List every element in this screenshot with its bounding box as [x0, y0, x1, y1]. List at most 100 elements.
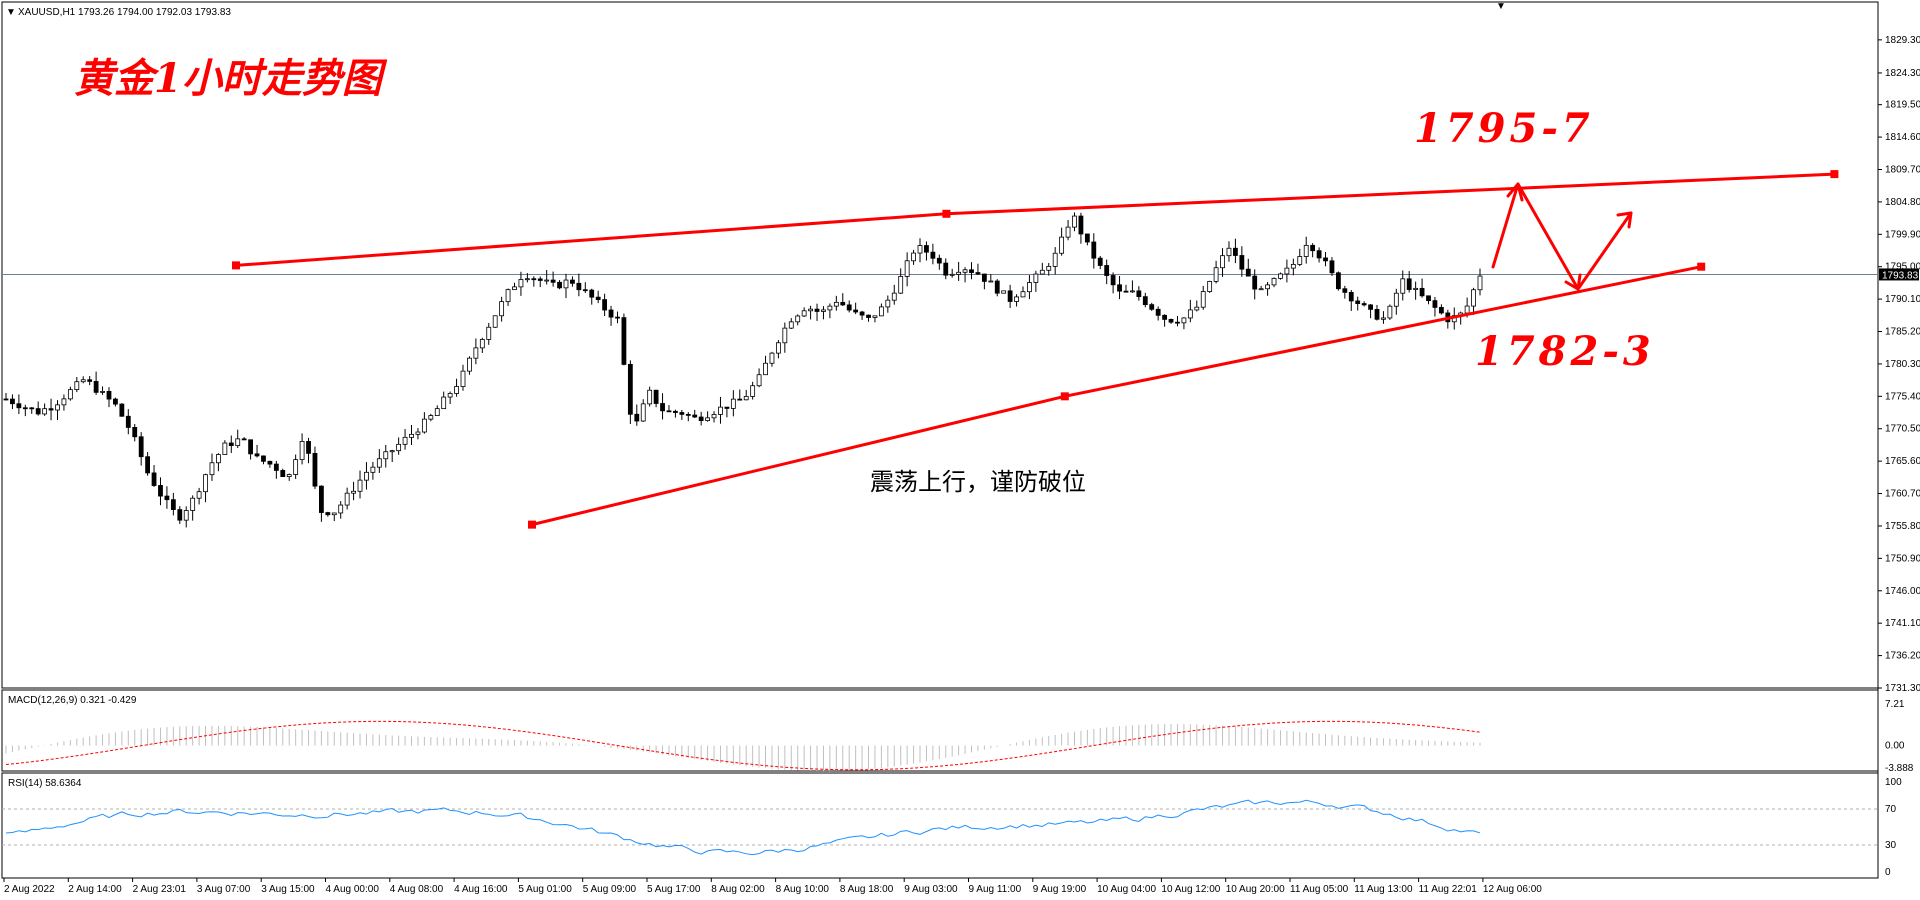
candle-body: [840, 301, 846, 306]
rsi-panel[interactable]: [1, 772, 1879, 879]
time-tick-label: 5 Aug 09:00: [583, 884, 637, 895]
candle-body: [460, 370, 466, 387]
candle-body: [1297, 256, 1303, 265]
price-tick-label: 1741.10: [1885, 618, 1920, 629]
candle-body: [228, 442, 234, 446]
candle-body: [467, 357, 472, 372]
candle-body: [1393, 292, 1399, 307]
candle-body: [788, 321, 794, 329]
candle-body: [853, 309, 859, 313]
candle-body: [132, 427, 138, 438]
trendline-anchor: [1830, 170, 1839, 179]
symbol-header: XAUUSD,H1 1793.26 1794.00 1792.03 1793.8…: [18, 7, 231, 18]
macd-panel[interactable]: [1, 689, 1879, 772]
projection-arrows: [1491, 182, 1633, 291]
candle-body: [698, 416, 704, 421]
candle-body: [602, 299, 608, 311]
candle-body: [434, 408, 440, 416]
candle-body: [1400, 278, 1406, 294]
candle-body: [1001, 290, 1007, 294]
candle-body: [1136, 290, 1142, 298]
candle-body: [1110, 275, 1116, 286]
candle-body: [1438, 307, 1444, 314]
candle-body: [216, 454, 221, 464]
candle-body: [1059, 236, 1065, 254]
candle-body: [1091, 241, 1097, 259]
candle-body: [1027, 282, 1032, 293]
candle-body: [512, 286, 517, 291]
candle-body: [917, 245, 923, 254]
candle-body: [383, 451, 389, 460]
candle-body: [1335, 272, 1341, 290]
candle-body: [61, 398, 67, 406]
candle-body: [1078, 215, 1084, 235]
price-panel[interactable]: [1, 1, 1879, 689]
candle-body: [730, 398, 736, 409]
macd-tick-label: 7.21: [1885, 699, 1905, 710]
candle-body: [634, 413, 640, 422]
candle-body: [814, 308, 820, 312]
candle-body: [621, 317, 627, 365]
candle-body: [544, 279, 550, 282]
candle-body: [1323, 257, 1328, 262]
candle-body: [93, 381, 99, 393]
candle-body: [55, 404, 60, 411]
candle-body: [1381, 317, 1386, 320]
price-tick-label: 1765.60: [1885, 456, 1920, 467]
candle-body: [653, 389, 659, 404]
trendline-anchor: [1060, 392, 1069, 401]
candle-body: [1426, 295, 1431, 302]
candle-body: [106, 390, 112, 400]
candle-body: [988, 280, 994, 283]
candle-body: [505, 289, 511, 303]
time-tick-label: 2 Aug 14:00: [68, 884, 122, 895]
candle-body: [312, 452, 318, 487]
price-tick-label: 1746.00: [1885, 586, 1920, 597]
time-tick-label: 11 Aug 05:00: [1290, 884, 1349, 895]
price-tick-label: 1829.30: [1885, 35, 1920, 46]
candle-body: [833, 301, 839, 307]
candle-body: [1284, 267, 1290, 275]
candle-body: [22, 407, 28, 410]
candle-body: [492, 315, 498, 328]
candle-body: [782, 327, 788, 344]
candle-body: [1406, 278, 1412, 290]
header-arrow-icon[interactable]: ▼: [6, 7, 16, 18]
time-tick-label: 10 Aug 04:00: [1097, 884, 1156, 895]
candle-body: [1052, 252, 1058, 267]
candle-body: [29, 407, 35, 410]
candle-body: [1097, 257, 1103, 266]
candle-body: [209, 462, 215, 476]
price-tick-label: 1790.10: [1885, 294, 1920, 305]
price-tick-label: 1760.70: [1885, 489, 1920, 500]
candle-body: [454, 386, 459, 394]
trendline-anchor: [942, 209, 951, 218]
candle-body: [267, 460, 273, 465]
candle-body: [80, 379, 86, 383]
candle-body: [1226, 247, 1232, 257]
candle-body: [441, 396, 447, 410]
rsi-levels: [2, 808, 1878, 846]
candle-body: [409, 433, 414, 438]
candle-body: [859, 311, 865, 316]
candle-body: [396, 443, 402, 452]
candle-body: [981, 273, 987, 282]
time-tick-label: 5 Aug 01:00: [518, 884, 572, 895]
candle-body: [402, 436, 408, 445]
candle-body: [1046, 265, 1052, 271]
price-tick-label: 1770.50: [1885, 424, 1920, 435]
candle-body: [969, 269, 974, 273]
candle-body: [531, 278, 537, 281]
candle-body: [1213, 267, 1219, 282]
scroll-marker-icon: ▼: [1496, 1, 1506, 12]
candle-body: [962, 269, 968, 273]
candle-body: [1233, 247, 1238, 256]
macd-header: MACD(12,26,9) 0.321 -0.429: [8, 695, 137, 706]
candle-body: [125, 415, 131, 428]
candle-body: [1007, 290, 1013, 302]
candle-body: [479, 339, 485, 349]
price-tick-label: 1780.30: [1885, 359, 1920, 370]
candle-body: [821, 309, 826, 312]
candle-body: [576, 282, 582, 291]
